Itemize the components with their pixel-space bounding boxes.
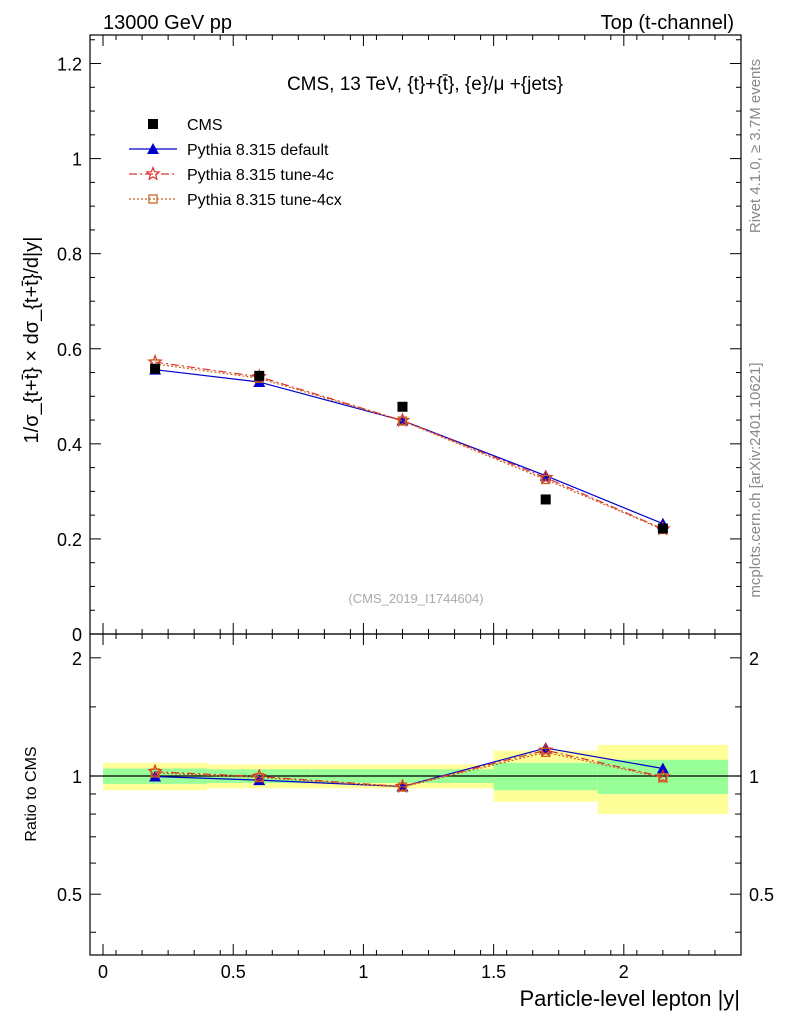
legend: CMS Pythia 8.315 default Pythia 8.315 tune…: [129, 117, 342, 209]
analysis-watermark: (CMS_2019_I1744604): [348, 591, 483, 606]
legend-marker: [147, 143, 159, 154]
ratio-1-point: [147, 763, 163, 779]
ratio-tick-label-left: 2: [72, 649, 82, 669]
ratio-tick-label-right: 0.5: [749, 885, 774, 905]
x-tick-label: 1: [358, 962, 368, 982]
cms-data-point: [540, 494, 551, 505]
ratio-plot-frame: [89, 633, 742, 956]
chart-title: CMS, 13 TeV, {t}+{t̄}, {e}/μ +{jets}: [287, 74, 563, 95]
ratio-1-point: [537, 742, 554, 757]
rivet-version-label: Rivet 4.1.0, ≥ 3.7M events: [747, 59, 764, 233]
y-tick-label: 0.6: [57, 340, 82, 360]
cms-data-point: [397, 401, 408, 412]
legend-label: Pythia 8.315 tune-4cx: [187, 192, 342, 209]
ratio-tick-label-right: 1: [749, 767, 759, 787]
y-tick-label: 1.2: [57, 55, 82, 75]
x-tick-label: 0: [98, 962, 108, 982]
ratio-2-point: [150, 768, 160, 778]
ratio-tick-label-right: 2: [749, 649, 759, 669]
ratio-2-point: [254, 772, 264, 783]
series-line-2: [155, 363, 664, 530]
legend-label: Pythia 8.315 default: [187, 142, 329, 159]
series-1-point: [394, 412, 411, 428]
ratio-0-point: [656, 762, 669, 774]
ratio-line-2: [155, 751, 664, 788]
ratio-2-point: [541, 747, 551, 757]
y-axis-label: 1/σ_{t+t̄} × dσ_{t+t̄}/d|y|: [21, 237, 43, 444]
ratio-0-point: [149, 770, 162, 782]
cms-data-point: [657, 523, 668, 534]
ratio-2-point: [658, 773, 668, 783]
cms-data-point: [254, 370, 265, 381]
ratio-line-1: [155, 749, 664, 788]
ratio-1-point: [394, 778, 411, 794]
ratio-1-point: [655, 768, 671, 784]
legend-marker: [148, 194, 158, 204]
header-left: 13000 GeV pp: [103, 12, 232, 34]
series-0-point: [253, 376, 266, 388]
legend-label: CMS: [187, 117, 223, 134]
legend-label: Pythia 8.315 tune-4c: [187, 167, 334, 184]
x-tick-label: 1.5: [481, 962, 506, 982]
ratio-tick-label-left: 0.5: [57, 885, 82, 905]
ratio-tick-label-left: 1: [72, 767, 82, 787]
x-axis-label: Particle-level lepton |y|: [519, 986, 740, 1011]
series-2-point: [541, 474, 551, 485]
x-tick-label: 0.5: [221, 962, 246, 982]
y-tick-label: 0.8: [57, 245, 82, 265]
main-plot-panel: 0 0.2 0.4 0.6 0.8 1 1.2: [57, 34, 742, 645]
legend-marker: [145, 165, 161, 181]
ratio-2-point: [397, 782, 408, 792]
series-1-point: [537, 469, 554, 485]
y-tick-label: 0: [72, 625, 82, 645]
ratio-plot-panel: 0 0.5 1 1.5 2 0.5 0.5 1 1 2 2: [57, 633, 774, 982]
y-tick-label: 0.2: [57, 530, 82, 550]
x-tick-label: 2: [619, 962, 629, 982]
y-tick-label: 1: [72, 150, 82, 170]
series-line-1: [155, 361, 664, 530]
cms-data-point: [150, 363, 161, 374]
y-tick-label: 0.4: [57, 435, 82, 455]
series-2-point: [397, 416, 408, 426]
header-right: Top (t-channel): [601, 12, 734, 34]
series-line-0: [155, 369, 664, 525]
legend-marker-cms: [148, 119, 158, 129]
mcplots-label: mcplots.cern.ch [arXiv:2401.10621]: [747, 362, 764, 597]
ratio-axis-label: Ratio to CMS: [23, 746, 40, 841]
